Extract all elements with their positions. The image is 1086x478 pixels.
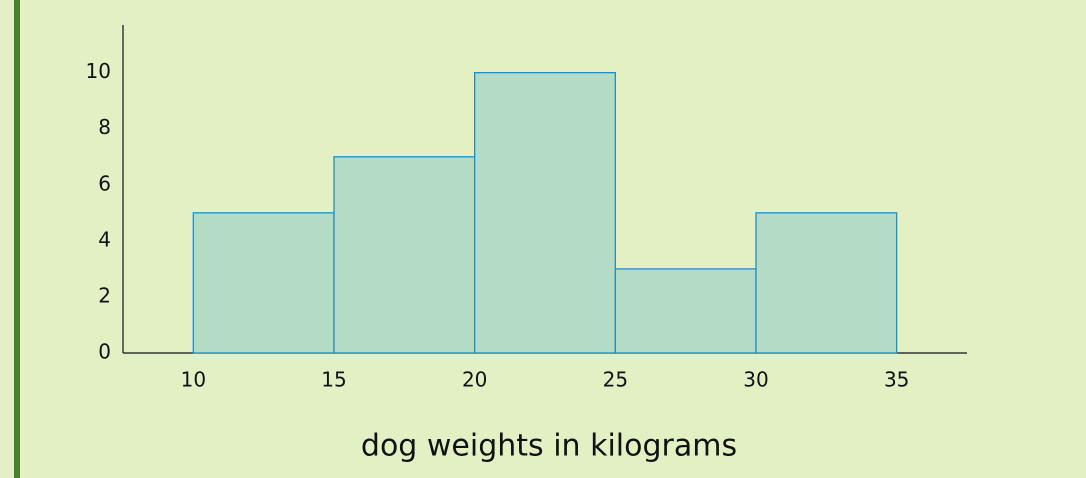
- x-tick-label: 20: [462, 368, 487, 392]
- histogram-bar: [614, 268, 757, 354]
- histogram-bar: [192, 212, 335, 354]
- x-tick-label: 15: [321, 368, 346, 392]
- y-tick-label: 8: [98, 115, 111, 139]
- x-axis-label: dog weights in kilograms: [361, 429, 737, 464]
- x-tick-label: 35: [884, 368, 909, 392]
- y-tick-label: 4: [98, 227, 111, 251]
- side-accent: [14, 0, 20, 478]
- histogram-bar: [755, 212, 898, 354]
- x-tick-label: 30: [743, 368, 768, 392]
- x-tick-label: 25: [603, 368, 628, 392]
- histogram-bar: [474, 72, 616, 354]
- x-tick-label: 10: [181, 368, 206, 392]
- y-tick-label: 10: [86, 59, 111, 83]
- y-tick-label: 0: [98, 340, 111, 364]
- y-tick-label: 2: [98, 283, 111, 307]
- histogram-bar: [333, 156, 476, 354]
- y-tick-label: 6: [98, 171, 111, 195]
